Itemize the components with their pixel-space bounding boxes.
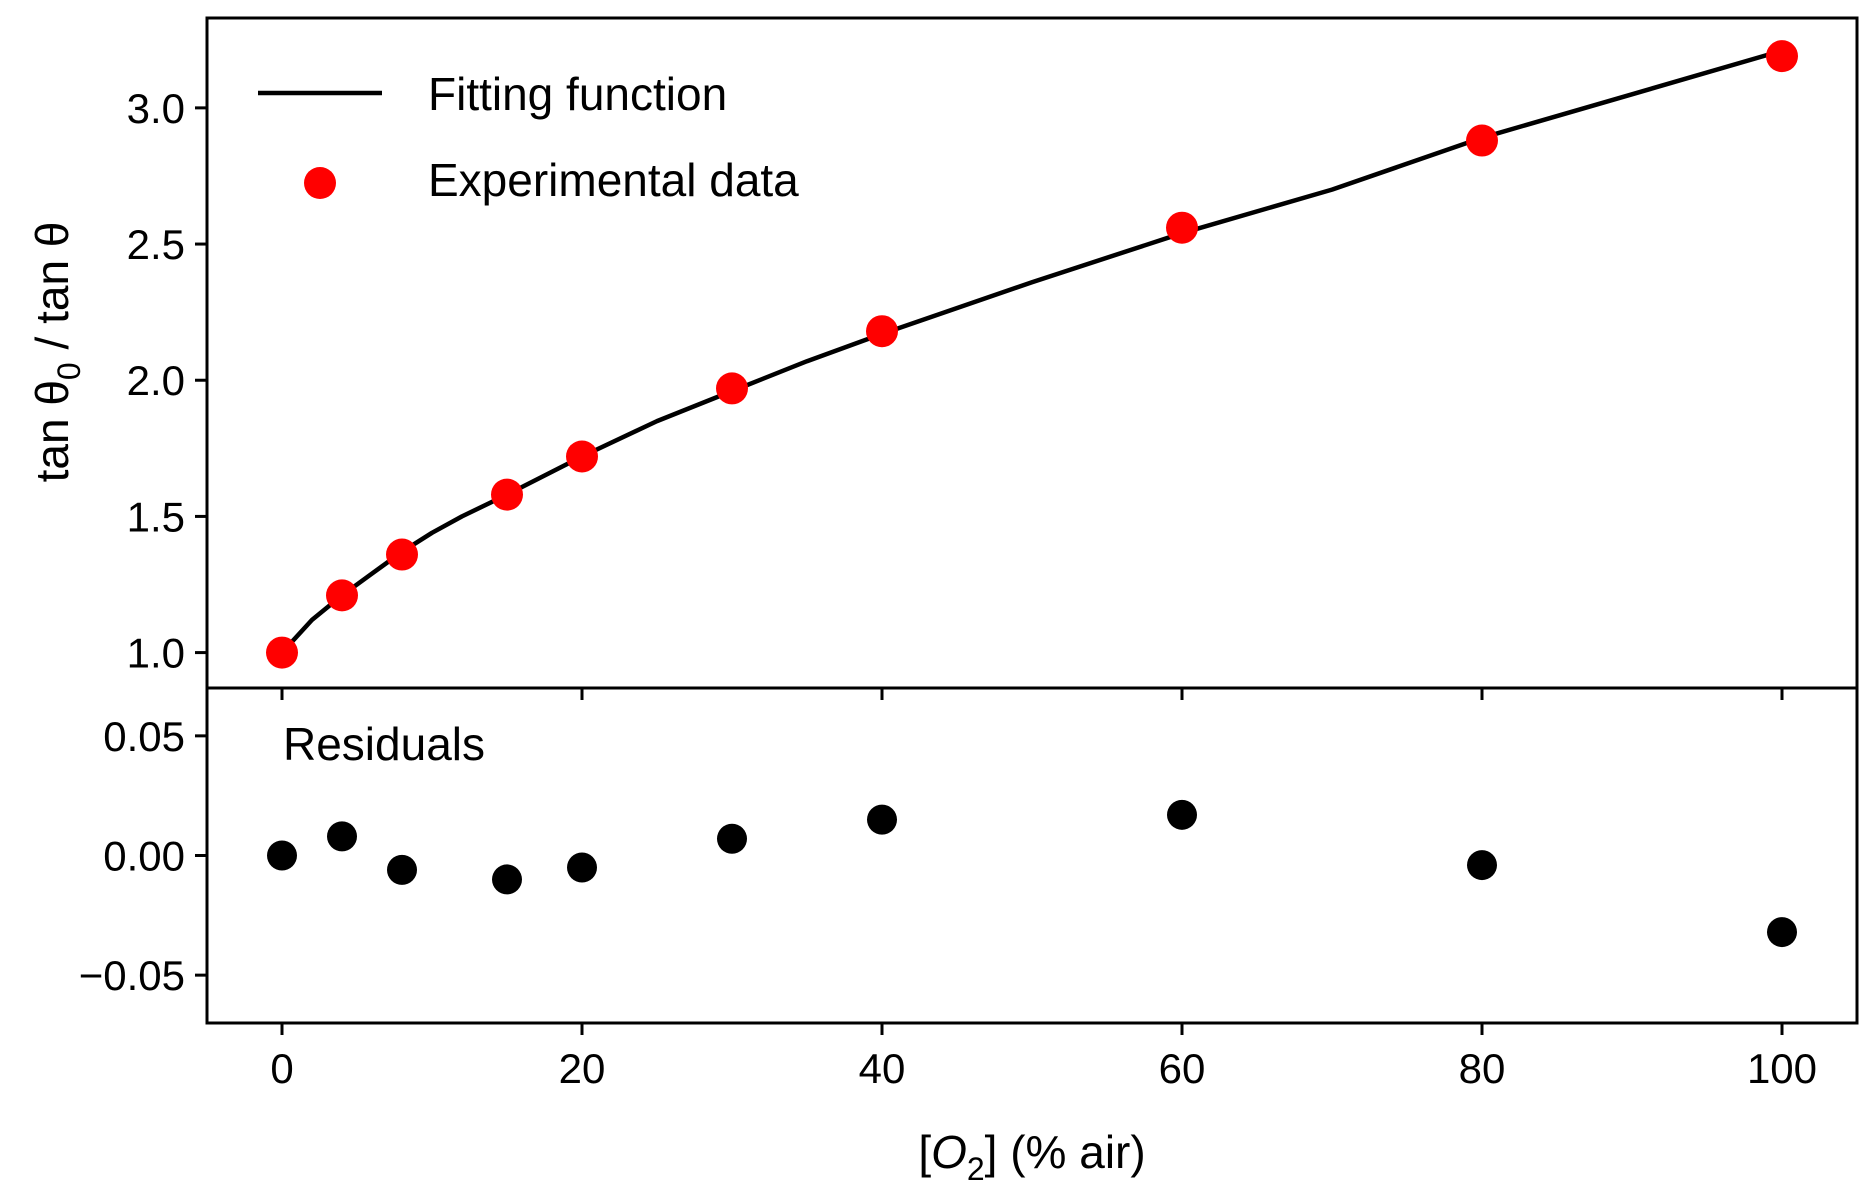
- main-panel: 1.0 1.5 2.0 2.5 3.0 Fitting function Experim…: [26, 16, 1859, 690]
- experimental-point: [1166, 211, 1198, 244]
- experimental-point: [1466, 124, 1498, 157]
- residual-point: [567, 852, 597, 883]
- main-y-tick-label: 3.0: [127, 85, 185, 132]
- experimental-point: [716, 372, 748, 405]
- experimental-points: [266, 40, 1798, 669]
- main-y-tick-label: 1.0: [127, 630, 185, 677]
- residuals-y-tick-label: 0.05: [103, 713, 185, 760]
- residuals-title: Residuals: [283, 718, 485, 770]
- x-ticks: 0 20 40 60 80 100: [270, 688, 1817, 1092]
- main-y-tick-label: 2.5: [127, 221, 185, 268]
- residuals-y-tick-label: 0.00: [103, 833, 185, 880]
- residual-point: [492, 864, 522, 895]
- x-tick-label: 0: [270, 1045, 293, 1092]
- x-tick-label: 80: [1459, 1045, 1506, 1092]
- residual-points: [267, 799, 1797, 948]
- experimental-point: [566, 440, 598, 473]
- residuals-y-ticks: −0.05 0.00 0.05: [79, 713, 207, 999]
- residuals-y-tick-label: −0.05: [79, 952, 185, 999]
- main-y-ticks: 1.0 1.5 2.0 2.5 3.0: [127, 85, 207, 677]
- experimental-point: [1766, 40, 1798, 73]
- residuals-panel: −0.05 0.00 0.05 0 20 40 60 80 100 Residuals [O2…: [79, 686, 1859, 1187]
- residual-point: [327, 821, 357, 852]
- residual-point: [1167, 799, 1197, 830]
- x-tick-label: 100: [1747, 1045, 1817, 1092]
- legend-data-swatch: [304, 167, 336, 199]
- residual-point: [267, 840, 297, 871]
- x-tick-label: 20: [559, 1045, 606, 1092]
- legend-fit-label: Fitting function: [428, 68, 727, 120]
- residual-point: [867, 804, 897, 835]
- residual-point: [387, 854, 417, 885]
- legend-data-label: Experimental data: [428, 154, 799, 206]
- experimental-point: [386, 538, 418, 571]
- x-tick-label: 40: [859, 1045, 906, 1092]
- residual-point: [717, 823, 747, 854]
- main-y-axis-label: tan θ0 / tan θ: [26, 222, 87, 483]
- main-y-tick-label: 1.5: [127, 493, 185, 540]
- fit-line: [280, 48, 1783, 655]
- residual-point: [1467, 850, 1497, 881]
- experimental-point: [866, 315, 898, 348]
- x-tick-label: 60: [1159, 1045, 1206, 1092]
- experimental-point: [266, 636, 298, 669]
- residual-point: [1767, 917, 1797, 948]
- x-axis-label: [O2] (% air): [918, 1126, 1145, 1187]
- main-y-tick-label: 2.0: [127, 357, 185, 404]
- legend: Fitting function Experimental data: [258, 68, 799, 206]
- experimental-point: [491, 478, 523, 511]
- experimental-point: [326, 579, 358, 612]
